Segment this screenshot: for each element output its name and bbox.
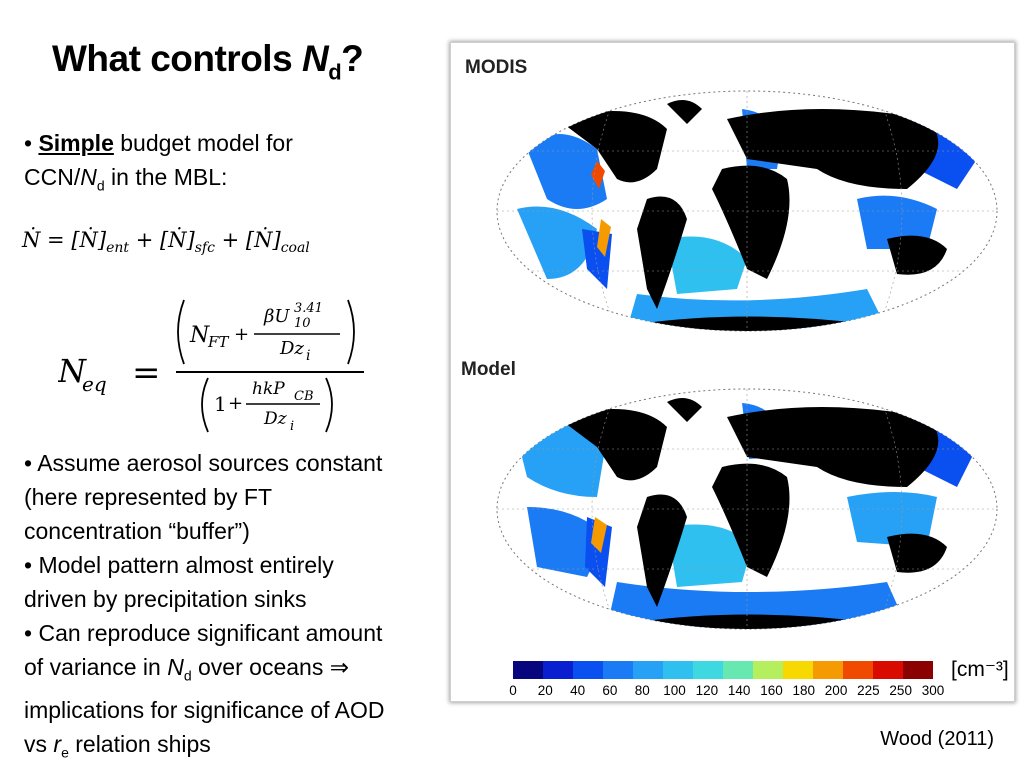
svg-text:3.41: 3.41 <box>294 301 323 316</box>
bullet-aerosol-sources: • Assume aerosol sources constant (here … <box>24 450 383 544</box>
colorbar-tick-label: 140 <box>727 683 751 698</box>
africa <box>712 463 790 577</box>
colorbar-tick-label: 100 <box>663 683 686 698</box>
colorbar-segment <box>723 661 754 679</box>
slide-title: What controls Nd? <box>52 38 364 85</box>
colorbar-tick-label: 200 <box>824 683 848 698</box>
modis-map <box>496 90 998 332</box>
north-america <box>557 409 667 481</box>
den-left-paren <box>201 377 209 433</box>
colorbar-segment <box>663 661 694 679</box>
north-america <box>557 111 667 183</box>
colorbar-tick-label: 250 <box>889 683 912 698</box>
colorbar-segment <box>573 661 604 679</box>
svg-text:N: N <box>189 323 210 348</box>
eq-lhs-sub: eq <box>82 372 107 396</box>
graticule <box>497 91 997 331</box>
budget-equation: Ṅ = [Ṅ]ent + [Ṅ]sfc + [Ṅ]coal <box>22 228 310 257</box>
south-america <box>637 196 687 309</box>
svg-text:i: i <box>290 419 294 434</box>
colorbar-tick-label: 20 <box>537 683 553 698</box>
bullet-variance: • Can reproduce significant amount of va… <box>24 620 385 761</box>
australia <box>887 533 947 573</box>
num-left-paren <box>177 299 185 365</box>
implies-arrow: ⇒ <box>329 654 349 680</box>
svg-text:FT: FT <box>207 333 229 351</box>
south-america <box>637 494 687 607</box>
africa <box>712 165 790 279</box>
continents <box>557 398 947 629</box>
antarctica <box>637 614 867 629</box>
title-text: What controls <box>52 38 302 79</box>
citation: Wood (2011) <box>880 728 994 750</box>
bullet-simple-model: • Simple budget model for CCN/Nd in the … <box>24 130 293 194</box>
svg-text:+: + <box>234 324 249 345</box>
num-right-paren <box>347 299 355 365</box>
eurasia <box>727 407 939 487</box>
svg-text:βU: βU <box>263 306 290 327</box>
den-right-paren <box>325 377 333 433</box>
colorbar-ticks: 0 20 40 60 80 100 120 140 160 180 200 225 250 300 <box>509 683 949 701</box>
colorbar-segment <box>843 661 874 679</box>
svg-text:hkP: hkP <box>252 379 285 399</box>
antarctica <box>637 316 867 331</box>
model-map <box>496 388 998 630</box>
colorbar-tick-label: 180 <box>792 683 816 698</box>
colorbar-unit: [cm⁻³] <box>951 658 1009 681</box>
colorbar-segment <box>753 661 784 679</box>
greenland <box>667 398 702 422</box>
nd-maps-figure: MODIS Model <box>450 42 1015 702</box>
continents <box>557 100 947 331</box>
model-label: Model <box>461 359 516 380</box>
colorbar-tick-label: 160 <box>760 683 783 698</box>
colorbar-segment <box>633 661 664 679</box>
colorbar-tick-label: 0 <box>509 683 517 698</box>
colorbar-segment <box>693 661 724 679</box>
title-sub: d <box>328 59 342 85</box>
colorbar-segment <box>813 661 844 679</box>
greenland <box>667 100 702 124</box>
equilibrium-equation: N eq = N FT + βU 3.41 10 Dz i 1 + hkP CB… <box>58 299 364 434</box>
colorbar-segment <box>783 661 814 679</box>
australia <box>887 235 947 275</box>
colorbar-segment <box>903 661 933 679</box>
simple-word: Simple <box>38 130 114 156</box>
eurasia <box>727 109 939 189</box>
eq-lhs: N <box>58 352 87 390</box>
colorbar-segment <box>873 661 904 679</box>
svg-text:CB: CB <box>294 389 314 404</box>
title-n: N <box>301 38 329 79</box>
graticule <box>497 389 997 629</box>
svg-text:+: + <box>228 393 243 414</box>
colorbar <box>513 661 933 679</box>
svg-text:1: 1 <box>214 392 227 416</box>
colorbar-tick-label: 300 <box>921 683 945 698</box>
svg-text:Dz: Dz <box>279 338 304 359</box>
colorbar-segment <box>603 661 634 679</box>
modis-label: MODIS <box>465 57 528 78</box>
bullet-model-pattern: • Model pattern almost entirely driven b… <box>24 552 334 612</box>
colorbar-segment <box>543 661 574 679</box>
colorbar-tick-label: 40 <box>570 683 586 698</box>
colorbar-tick-label: 225 <box>857 683 880 698</box>
eq-equals: = <box>132 353 161 393</box>
svg-text:10: 10 <box>294 316 311 331</box>
svg-text:Dz: Dz <box>263 409 288 429</box>
colorbar-tick-label: 120 <box>695 683 719 698</box>
svg-text:i: i <box>306 348 310 364</box>
title-suffix: ? <box>341 38 364 79</box>
colorbar-tick-label: 60 <box>602 683 618 698</box>
colorbar-segment <box>513 661 544 679</box>
colorbar-tick-label: 80 <box>634 683 650 698</box>
